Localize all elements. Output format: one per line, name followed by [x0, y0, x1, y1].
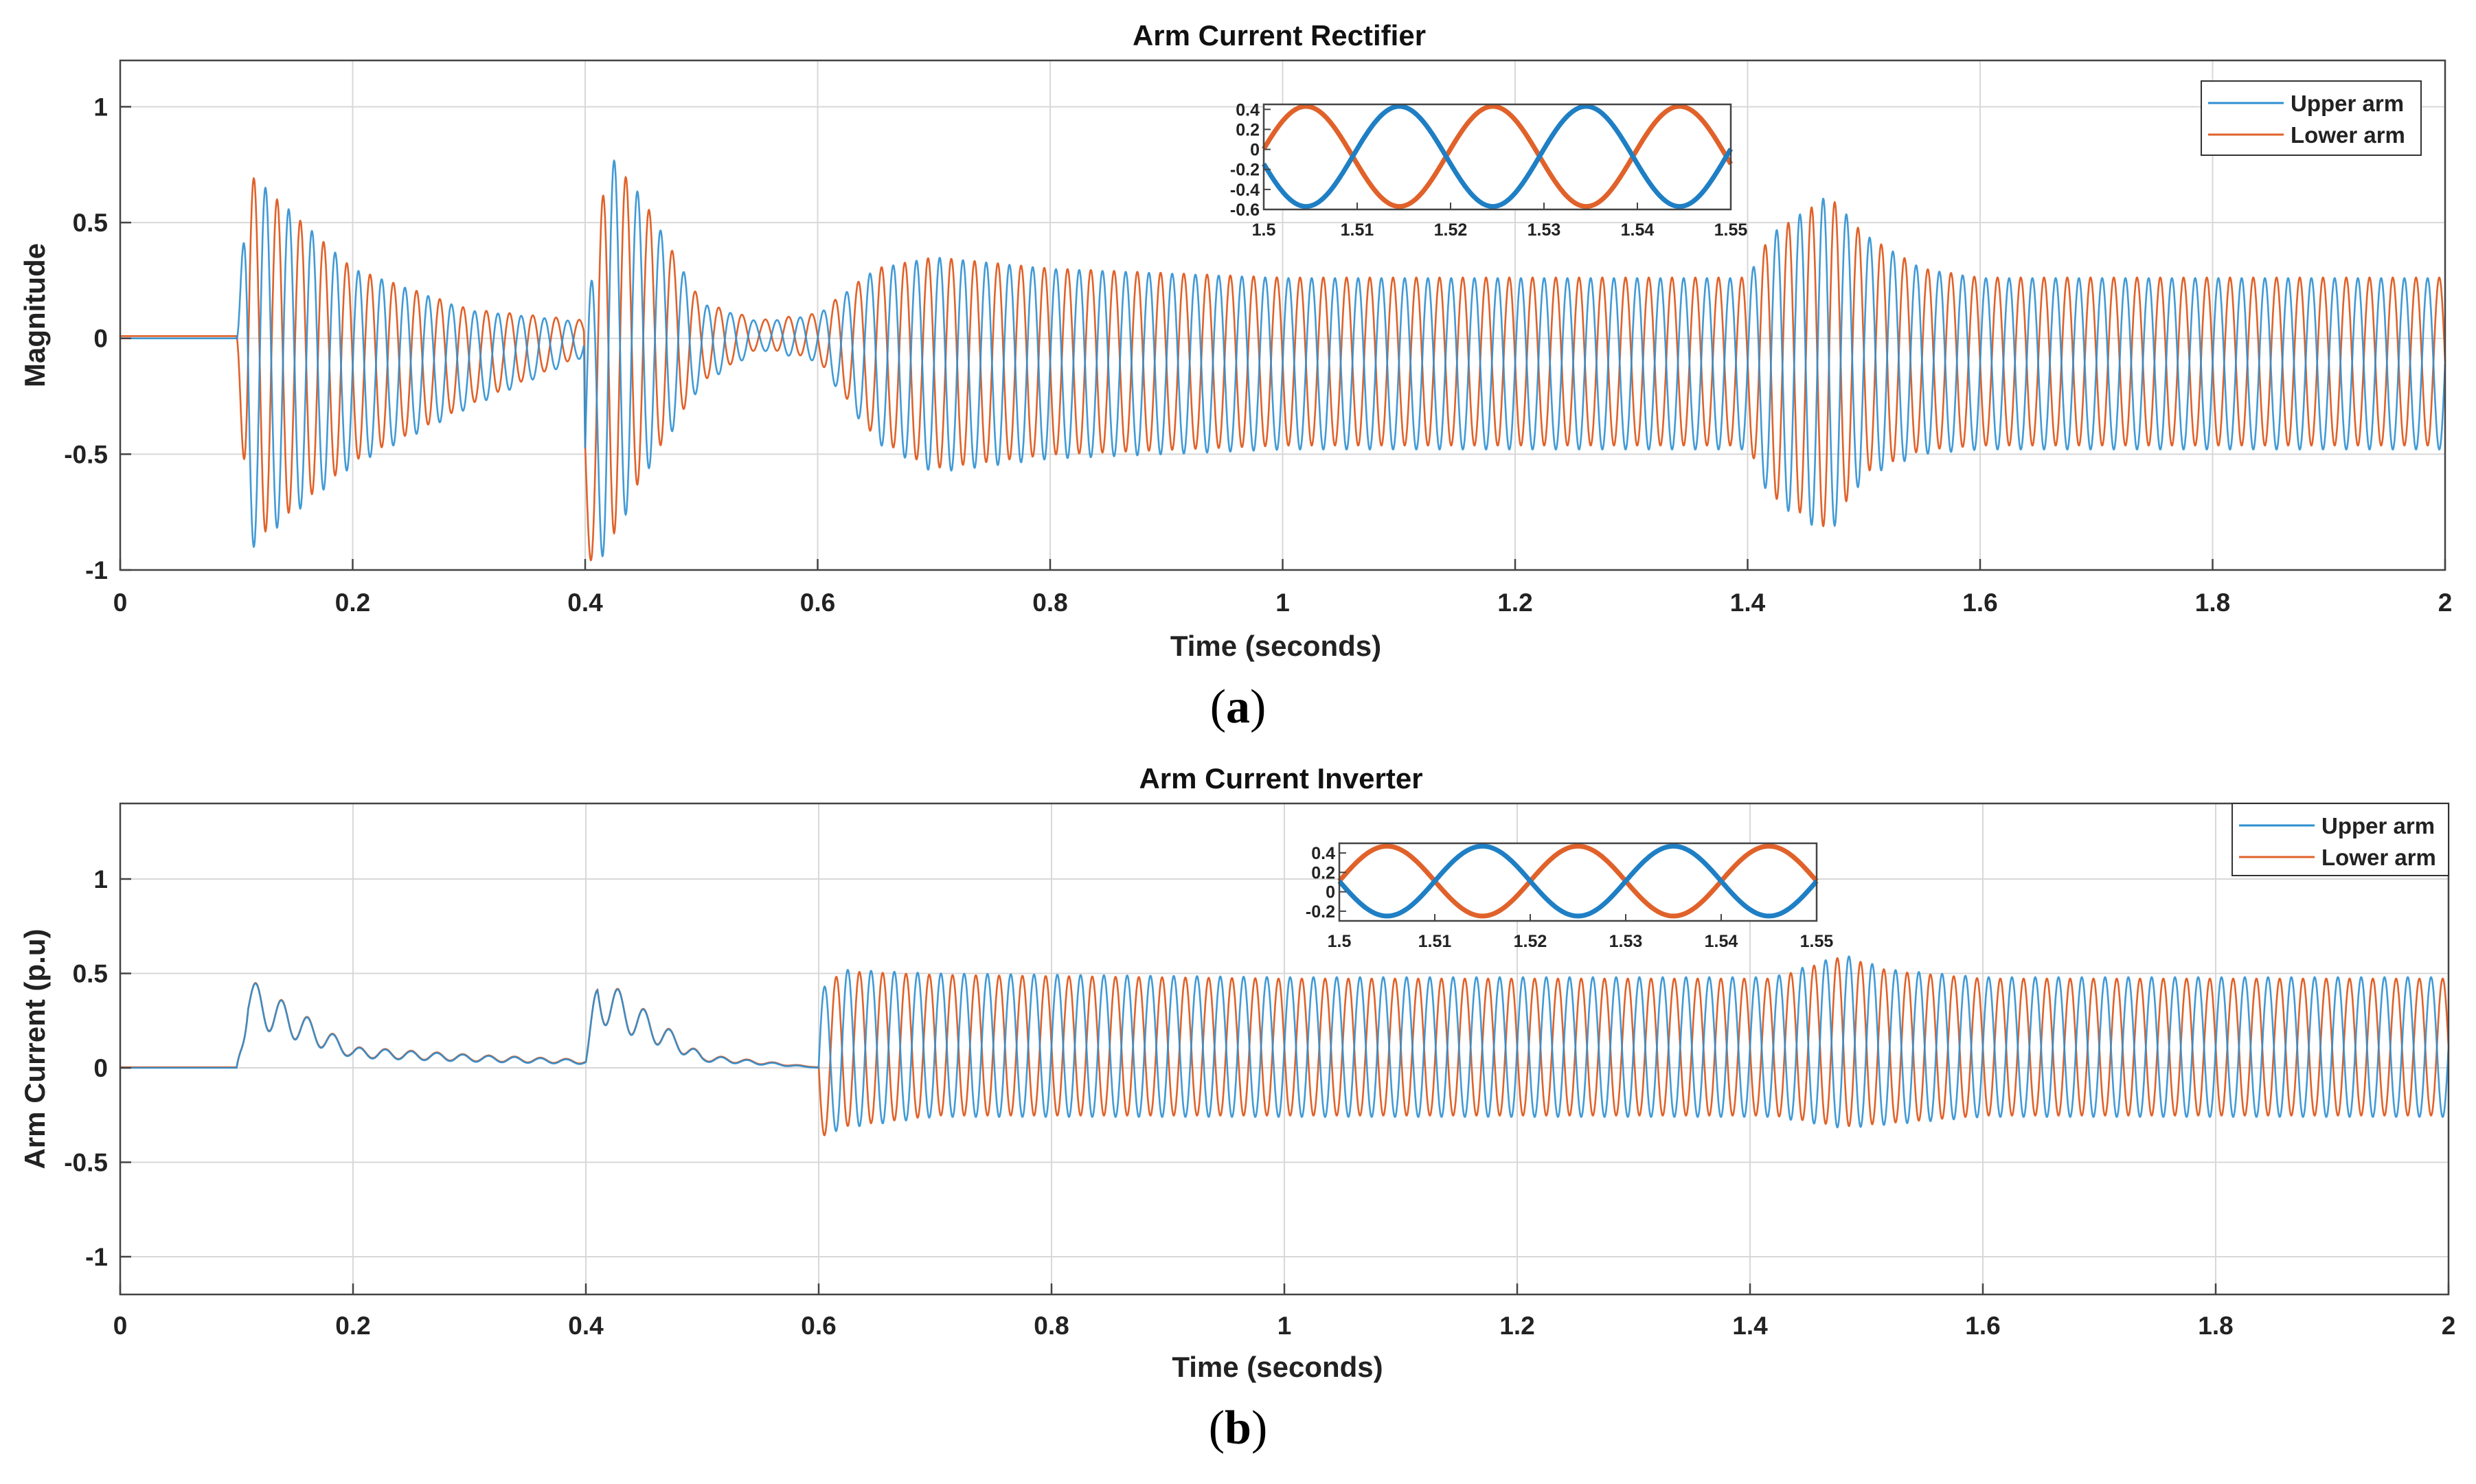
chart-title: Arm Current Rectifier: [1133, 19, 1426, 52]
x-axis-label: Time (seconds): [1170, 630, 1381, 662]
inset-x-tick-label: 1.5: [1328, 932, 1352, 951]
y-axis-label: Magnitude: [19, 243, 51, 387]
y-tick-label: 0.5: [73, 960, 108, 988]
y-tick-label: -1: [85, 556, 108, 584]
x-tick-label: 0.6: [801, 1312, 836, 1340]
legend-label: Lower arm: [2291, 122, 2405, 148]
inset-y-tick-label: -0.4: [1230, 181, 1260, 200]
inset-box: [1262, 103, 1732, 211]
y-tick-label: 0: [93, 1054, 108, 1082]
y-tick-label: 1: [93, 865, 108, 893]
inset-x-tick-label: 1.51: [1341, 220, 1374, 240]
x-tick-label: 0.6: [800, 589, 835, 617]
panel-b: 0 0.2 0.4 0.6 0.8 1 1.2 1.4 1.6 1.8 2-1-0.500.51Ar…: [19, 762, 2455, 1383]
inset-series-upper-arm: [1262, 104, 1734, 209]
inset-y-tick-label: 0: [1326, 883, 1335, 902]
legend-box: [2231, 803, 2449, 876]
inset-x-tick-label: 1.55: [1800, 932, 1834, 951]
x-tick-label: 1.2: [1499, 1312, 1534, 1340]
legend-label: Upper arm: [2321, 813, 2435, 838]
y-tick-label: 0: [93, 325, 108, 353]
inset-x-tick-label: 1.52: [1434, 220, 1468, 240]
legend: Upper arm Lower arm: [2231, 803, 2449, 876]
x-tick-label: 2: [2442, 1312, 2456, 1340]
x-tick-label: 1.6: [1965, 1312, 2000, 1340]
x-tick-label: 1.2: [1497, 589, 1532, 617]
inset-y-tick-label: 0.2: [1236, 120, 1260, 139]
grid: [120, 803, 2449, 1294]
inset-area: [1339, 843, 1817, 921]
caption-a: (a): [1209, 681, 1267, 733]
x-tick-label: 0.8: [1034, 1312, 1069, 1340]
inset-y-tick-label: -0.2: [1306, 902, 1335, 922]
panel-a: 0 0.2 0.4 0.6 0.8 1 1.2 1.4 1.6 1.8 2-1-0.500.51Ar…: [19, 19, 2452, 662]
x-tick-label: 1.4: [1730, 589, 1766, 617]
inset-y-tick-label: 0: [1250, 141, 1260, 160]
x-tick-label: 0: [113, 589, 128, 617]
legend-label: Upper arm: [2291, 91, 2404, 116]
x-tick-label: 1: [1275, 589, 1290, 617]
inset-x-tick-label: 1.54: [1705, 932, 1738, 951]
legend-box: [2201, 80, 2422, 156]
x-tick-label: 0: [113, 1312, 128, 1340]
inset-series-upper-arm: [1337, 843, 1819, 919]
caption-b: (b): [1208, 1402, 1268, 1454]
inset-y-tick-label: -0.2: [1230, 161, 1260, 180]
chart-title: Arm Current Inverter: [1139, 762, 1422, 795]
series-upper-arm: [120, 955, 2450, 1132]
inset-y-tick-label: 0.4: [1311, 844, 1335, 863]
series-upper-arm: [120, 159, 2446, 558]
x-tick-label: 2: [2438, 589, 2453, 617]
inset-x-tick-label: 1.51: [1418, 932, 1452, 951]
x-tick-label: 1.6: [1962, 589, 1997, 617]
y-tick-label: -0.5: [64, 440, 108, 468]
y-tick-label: 1: [93, 93, 108, 121]
x-tick-label: 1: [1277, 1312, 1292, 1340]
inset-x-tick-label: 1.55: [1714, 220, 1748, 240]
x-tick-label: 1.8: [2198, 1312, 2233, 1340]
inset-x-tick-label: 1.52: [1514, 932, 1547, 951]
inset-x-tick-label: 1.53: [1609, 932, 1643, 951]
inset: 1.5 1.51 1.52 1.53 1.54 1.55 -0.6-0.4-0.20 0.20…: [1230, 100, 1748, 240]
x-tick-label: 1.8: [2195, 589, 2230, 617]
inset-series-lower-arm: [1337, 843, 1819, 919]
y-tick-label: -0.5: [64, 1149, 108, 1177]
inset-y-tick-label: -0.6: [1230, 201, 1260, 220]
legend: Upper arm Lower arm: [2201, 80, 2422, 156]
inset-y-tick-label: 0.2: [1311, 863, 1335, 882]
x-tick-label: 0.2: [335, 589, 370, 617]
x-tick-label: 1.4: [1732, 1312, 1768, 1340]
inset-x-tick-label: 1.54: [1621, 220, 1655, 240]
x-tick-label: 0.2: [335, 1312, 370, 1340]
x-tick-label: 0.8: [1032, 589, 1067, 617]
x-tick-label: 0.4: [568, 1312, 604, 1340]
inset: 1.5 1.51 1.52 1.53 1.54 1.55 -0.200.20.4: [1306, 842, 1834, 951]
inset-box: [1338, 842, 1818, 922]
legend-label: Lower arm: [2321, 845, 2436, 870]
inset-series-lower-arm: [1261, 104, 1734, 209]
x-tick-label: 0.4: [567, 589, 603, 617]
y-tick-label: 0.5: [73, 209, 108, 237]
inset-x-tick-label: 1.5: [1252, 220, 1276, 240]
inset-x-tick-label: 1.53: [1527, 220, 1561, 240]
y-axis-label: Arm Current (p.u): [19, 929, 51, 1169]
x-axis-label: Time (seconds): [1172, 1351, 1383, 1383]
inset-y-tick-label: 0.4: [1236, 100, 1260, 119]
y-tick-label: -1: [85, 1243, 108, 1271]
